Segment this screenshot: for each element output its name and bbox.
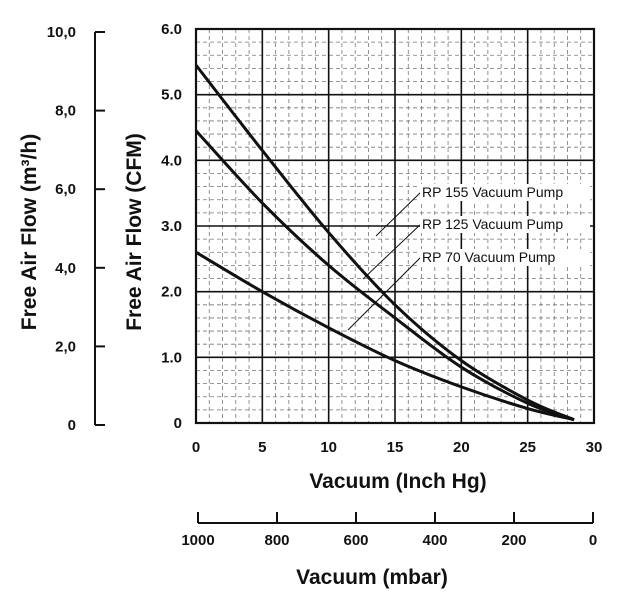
x-tick-label: 5 (258, 439, 266, 456)
y-tick-label: 3.0 (161, 218, 182, 235)
chart-axes (94, 27, 596, 524)
y-tick-label: 5.0 (161, 87, 182, 104)
legend-leader-line-3 (347, 255, 423, 331)
x-tick-label: 0 (192, 439, 200, 456)
y-tick-label: 0 (174, 415, 182, 432)
y-tick-label: 4.0 (161, 152, 182, 169)
series-line-3 (195, 250, 575, 422)
x-tick-label: 15 (387, 439, 404, 456)
legend-label-background-2 (420, 216, 590, 233)
series-line-2 (194, 129, 575, 422)
secondary-x-tick-label: 600 (343, 532, 368, 549)
secondary-x-axis-title: Vacuum (mbar) (296, 566, 448, 589)
plot-frame (194, 27, 596, 425)
legend-label-1: RP 155 Vacuum Pump (422, 184, 563, 200)
secondary-x-tick-label: 400 (422, 532, 447, 549)
legend-leader-line-2 (362, 222, 423, 280)
chart-labels: 0 1.0 2.0 3.0 4.0 5.0 6.0 0 5 10 15 20 25 30 0 2,0 4,0 6,… (47, 21, 603, 549)
secondary-y-tick-label: 2,0 (55, 338, 76, 355)
secondary-x-tick-label: 200 (501, 532, 526, 549)
secondary-y-tick-label: 10,0 (47, 24, 76, 41)
secondary-y-tick-label: 0 (68, 417, 76, 434)
secondary-y-tick-label: 8,0 (55, 103, 76, 120)
x-tick-label: 20 (453, 439, 470, 456)
x-axis-title: Vacuum (Inch Hg) (309, 470, 486, 493)
y-tick-label: 2.0 (161, 284, 182, 301)
secondary-y-tick-label: 4,0 (55, 260, 76, 277)
x-tick-label: 10 (320, 439, 337, 456)
legend-label-2: RP 125 Vacuum Pump (422, 216, 563, 232)
x-tick-label: 30 (586, 439, 603, 456)
legend-label-3: RP 70 Vacuum Pump (422, 249, 556, 265)
y-axis-title: Free Air Flow (CFM) (123, 133, 146, 331)
y-tick-label: 6.0 (161, 21, 182, 38)
y-tick-label: 1.0 (161, 349, 182, 366)
secondary-y-axis-title: Free Air Flow (m³/h) (18, 134, 41, 330)
secondary-x-tick-label: 0 (589, 532, 597, 549)
x-tick-label: 25 (519, 439, 536, 456)
secondary-x-tick-label: 1000 (181, 532, 214, 549)
legend-leader-line-1 (375, 190, 423, 237)
chart-series (194, 64, 575, 422)
legend-label-background-1 (420, 184, 590, 201)
series-line-1 (194, 64, 575, 422)
legend-label-background-3 (420, 249, 590, 266)
secondary-x-tick-label: 800 (264, 532, 289, 549)
secondary-y-tick-label: 6,0 (55, 181, 76, 198)
